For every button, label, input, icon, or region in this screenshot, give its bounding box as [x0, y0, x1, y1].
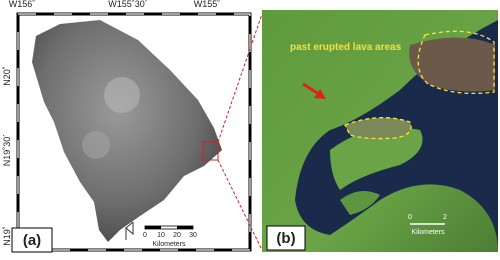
zoom-line — [217, 159, 263, 251]
longitude-label: W155˚30´ — [108, 0, 148, 9]
scale-label: 20 — [173, 232, 181, 239]
panel-label: (b) — [276, 230, 295, 247]
arrow-head — [314, 89, 326, 99]
scale-unit: Kilometers — [152, 241, 186, 248]
land — [340, 191, 380, 215]
lava-outline — [344, 117, 412, 140]
volcano — [82, 131, 110, 159]
scale-label: 30 — [189, 232, 197, 239]
map-neatline — [17, 13, 251, 251]
latitude-label: N20˚ — [2, 66, 12, 86]
panel-label: (a) — [23, 232, 41, 249]
panel-a: W156˚ W155˚30´ W155˚ N20˚ N19˚30´ N19˚ 0… — [2, 0, 263, 253]
scale-label: 0 — [143, 232, 147, 239]
panel-b: past erupted lava areas 0 2 Kilometers (… — [262, 10, 498, 252]
scale-bar — [177, 226, 193, 229]
scale-unit: Kilometers — [411, 229, 445, 236]
label-box — [266, 225, 306, 251]
volcano — [104, 77, 140, 113]
scale-label: 2 — [443, 214, 447, 221]
latitude-label: N19˚30´ — [2, 134, 12, 167]
north-arrow — [125, 221, 134, 240]
zoom-line — [217, 13, 263, 143]
longitude-label: W156˚ — [9, 0, 36, 9]
lava-area — [409, 37, 495, 92]
label-box — [11, 227, 53, 253]
zoom-box — [202, 141, 219, 161]
scale-label: 10 — [157, 232, 165, 239]
scale-bar — [145, 226, 161, 229]
annotation: past erupted lava areas — [290, 42, 402, 53]
island — [32, 20, 222, 242]
lava-outline — [417, 30, 495, 94]
land — [330, 127, 423, 190]
latitude-label: N19˚ — [2, 226, 12, 246]
longitude-label: W155˚ — [194, 0, 221, 9]
scale-label: 0 — [408, 214, 412, 221]
